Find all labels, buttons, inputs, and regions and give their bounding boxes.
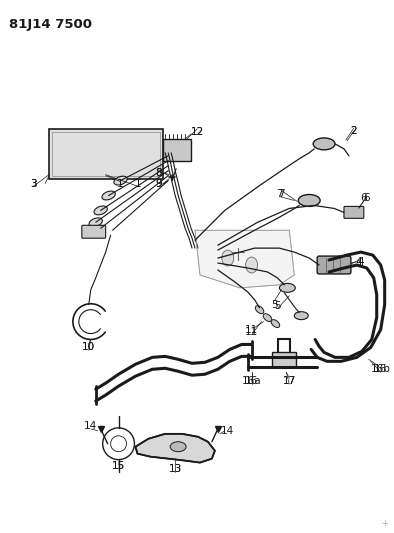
Ellipse shape [245,257,258,273]
Text: 81J14 7500: 81J14 7500 [9,18,92,31]
Ellipse shape [102,191,115,200]
Bar [273,352,296,367]
Bar [49,129,163,179]
Bar [163,139,191,161]
Text: 5: 5 [271,300,278,310]
Text: 7: 7 [276,189,283,198]
Text: 1: 1 [135,179,142,189]
Polygon shape [136,434,215,463]
Text: 15: 15 [112,461,125,471]
Text: 17: 17 [283,376,296,386]
Ellipse shape [170,442,186,451]
Text: 16a: 16a [242,376,262,386]
Text: 14: 14 [221,426,234,436]
Ellipse shape [271,320,280,327]
Text: 17: 17 [283,376,296,386]
Text: 15: 15 [112,461,125,471]
Text: 1: 1 [117,179,124,189]
FancyBboxPatch shape [317,256,351,274]
Text: 9: 9 [155,179,162,189]
Ellipse shape [114,176,127,185]
Text: 7: 7 [278,189,285,198]
Text: 5: 5 [274,301,281,311]
Text: 3: 3 [30,179,37,189]
Text: 10: 10 [82,342,95,352]
Text: +: + [381,519,388,528]
Text: 8: 8 [155,168,162,177]
FancyBboxPatch shape [82,225,106,238]
Text: 3: 3 [30,179,37,189]
Text: 9: 9 [155,179,162,189]
Text: 4: 4 [355,257,362,267]
Text: 2: 2 [351,126,357,136]
Ellipse shape [263,314,272,321]
Text: 2: 2 [351,126,357,136]
Ellipse shape [298,195,320,206]
Ellipse shape [222,250,234,266]
Ellipse shape [294,312,308,320]
Polygon shape [195,230,294,288]
Text: 16: 16 [245,376,258,386]
Text: 13: 13 [169,464,182,473]
Ellipse shape [313,138,335,150]
Text: 16: 16 [374,364,387,374]
Text: 11: 11 [245,325,258,335]
Ellipse shape [279,284,295,292]
Ellipse shape [89,218,102,227]
Ellipse shape [94,206,107,215]
Text: 13: 13 [169,464,182,473]
Text: 8: 8 [155,168,162,177]
Text: 16b: 16b [371,364,390,374]
Text: 4: 4 [357,257,364,267]
Text: 12: 12 [190,127,204,137]
Text: 12: 12 [190,127,204,137]
Ellipse shape [255,306,264,313]
Text: 14: 14 [84,421,97,431]
Bar [52,132,160,176]
FancyBboxPatch shape [344,206,364,219]
Text: 11: 11 [245,327,258,336]
Text: 10: 10 [82,342,95,352]
Text: 6: 6 [361,193,367,204]
Text: 6: 6 [364,193,370,204]
